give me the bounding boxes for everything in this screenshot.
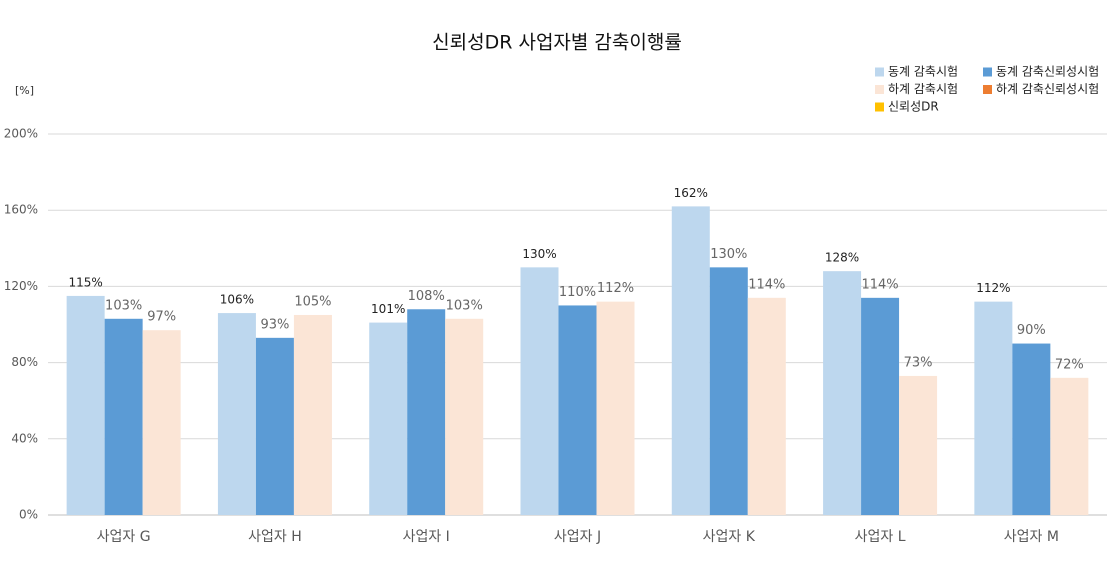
value-label: 130% [710, 247, 747, 262]
bar [520, 267, 559, 515]
bar [293, 314, 332, 515]
bar [104, 318, 143, 515]
bar [747, 297, 786, 515]
bar [66, 295, 105, 515]
x-tick-label: 사업자 K [703, 529, 756, 545]
bar [369, 322, 408, 515]
x-tick-label: 사업자 I [403, 529, 450, 545]
value-label: 110% [559, 285, 596, 300]
x-tick-label: 사업자 M [1004, 529, 1059, 545]
value-label: 128% [825, 251, 859, 265]
value-label: 90% [1017, 323, 1046, 338]
y-tick-label: 160% [4, 203, 38, 217]
y-tick-label: 200% [4, 127, 38, 141]
value-label: 97% [147, 310, 176, 325]
legend-label: 신뢰성DR [888, 100, 939, 114]
value-label: 73% [904, 355, 933, 370]
legend-swatch [983, 67, 992, 77]
bar [445, 318, 484, 515]
value-label: 72% [1055, 357, 1084, 372]
bar [823, 271, 862, 515]
value-label: 112% [597, 281, 634, 296]
value-label: 106% [220, 293, 254, 307]
value-label: 130% [522, 247, 556, 261]
bar [709, 267, 748, 515]
x-tick-label: 사업자 J [554, 529, 601, 545]
value-label: 108% [408, 289, 445, 304]
value-label: 114% [748, 277, 785, 292]
value-label: 101% [371, 302, 405, 316]
x-tick-label: 사업자 G [97, 529, 151, 545]
legend-swatch [875, 85, 884, 94]
y-tick-label: 0% [19, 508, 38, 522]
bar [1050, 377, 1089, 515]
chart-title: 신뢰성DR 사업자별 감축이행률 [432, 32, 682, 54]
legend-swatch [875, 67, 884, 77]
bar [407, 309, 446, 515]
bar [558, 305, 597, 515]
bar [1012, 343, 1051, 515]
value-label: 103% [446, 298, 483, 313]
value-label: 93% [260, 317, 289, 332]
legend-label: 동계 감축신뢰성시험 [996, 65, 1099, 79]
legend-label: 하계 감축시험 [888, 82, 958, 96]
x-tick-label: 사업자 H [248, 529, 302, 545]
bar [596, 301, 635, 515]
y-tick-label: 40% [11, 431, 38, 445]
legend-swatch [875, 102, 884, 112]
bar [974, 301, 1013, 515]
bar [255, 337, 294, 515]
x-tick-label: 사업자 L [855, 529, 906, 545]
value-label: 105% [294, 294, 331, 309]
bar [861, 297, 900, 515]
value-label: 103% [105, 298, 142, 313]
value-label: 162% [674, 186, 708, 200]
legend-label: 하계 감축신뢰성시험 [996, 82, 1099, 96]
bar [671, 206, 710, 515]
bar [217, 313, 256, 515]
y-tick-label: 120% [4, 279, 38, 293]
value-label: 114% [861, 277, 898, 292]
y-tick-label: 80% [11, 355, 38, 369]
bar [899, 375, 938, 515]
legend-label: 동계 감축시험 [888, 65, 958, 79]
bar [142, 330, 181, 515]
legend-swatch [983, 85, 992, 94]
value-label: 112% [976, 281, 1010, 295]
value-label: 115% [68, 275, 102, 289]
y-axis-label: [%] [15, 84, 34, 97]
